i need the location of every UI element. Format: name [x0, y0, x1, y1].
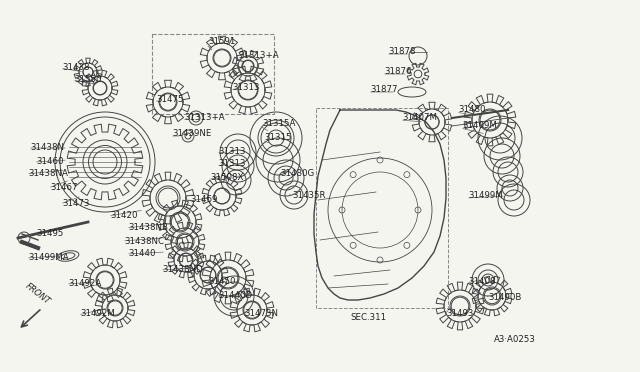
Text: 31499M: 31499M — [468, 192, 503, 201]
Text: 31499MA: 31499MA — [28, 253, 68, 263]
Text: 31438NC: 31438NC — [124, 237, 164, 246]
Text: A3·A0253: A3·A0253 — [494, 336, 536, 344]
Text: 31591: 31591 — [208, 38, 236, 46]
Text: 31440: 31440 — [128, 250, 156, 259]
Text: 31550: 31550 — [74, 76, 102, 84]
Text: 31876: 31876 — [384, 67, 412, 77]
Text: 31480: 31480 — [458, 106, 486, 115]
Text: 31878: 31878 — [388, 48, 415, 57]
Text: 31467: 31467 — [50, 183, 77, 192]
Text: 31438NB: 31438NB — [128, 224, 168, 232]
Text: 31440D: 31440D — [218, 292, 252, 301]
Text: 31438NA: 31438NA — [28, 170, 68, 179]
Text: 31439NE: 31439NE — [172, 129, 211, 138]
Text: 31493: 31493 — [446, 310, 474, 318]
Text: 31313: 31313 — [218, 160, 246, 169]
Text: 31438: 31438 — [62, 62, 90, 71]
Text: 31475: 31475 — [156, 96, 184, 105]
Text: 31492M: 31492M — [80, 310, 115, 318]
Text: 31877: 31877 — [370, 86, 397, 94]
Text: 31495: 31495 — [36, 230, 63, 238]
Text: 31315A: 31315A — [262, 119, 296, 128]
Text: 31450: 31450 — [208, 278, 236, 286]
Text: 31313+A: 31313+A — [238, 51, 278, 61]
Text: 31492A: 31492A — [68, 279, 101, 288]
Text: 31313: 31313 — [232, 83, 259, 93]
Text: FRONT: FRONT — [24, 281, 52, 306]
Text: 31409M: 31409M — [462, 122, 497, 131]
Text: 31438N: 31438N — [30, 144, 64, 153]
Text: 31469: 31469 — [190, 196, 218, 205]
Text: 31313: 31313 — [218, 148, 246, 157]
Text: SEC.311: SEC.311 — [350, 314, 386, 323]
Text: 31508X: 31508X — [210, 173, 243, 183]
Text: 31407M: 31407M — [402, 113, 437, 122]
Text: 31315: 31315 — [264, 134, 291, 142]
Text: 31435R: 31435R — [292, 190, 326, 199]
Text: 31408: 31408 — [468, 278, 495, 286]
Text: 31420: 31420 — [110, 212, 138, 221]
Text: 31313+A: 31313+A — [184, 113, 225, 122]
Text: 31438ND: 31438ND — [162, 266, 203, 275]
Text: 31490B: 31490B — [488, 294, 522, 302]
Text: 31480G: 31480G — [280, 170, 314, 179]
Text: 31460: 31460 — [36, 157, 63, 167]
Text: 31473N: 31473N — [244, 310, 278, 318]
Text: 31473: 31473 — [62, 199, 90, 208]
